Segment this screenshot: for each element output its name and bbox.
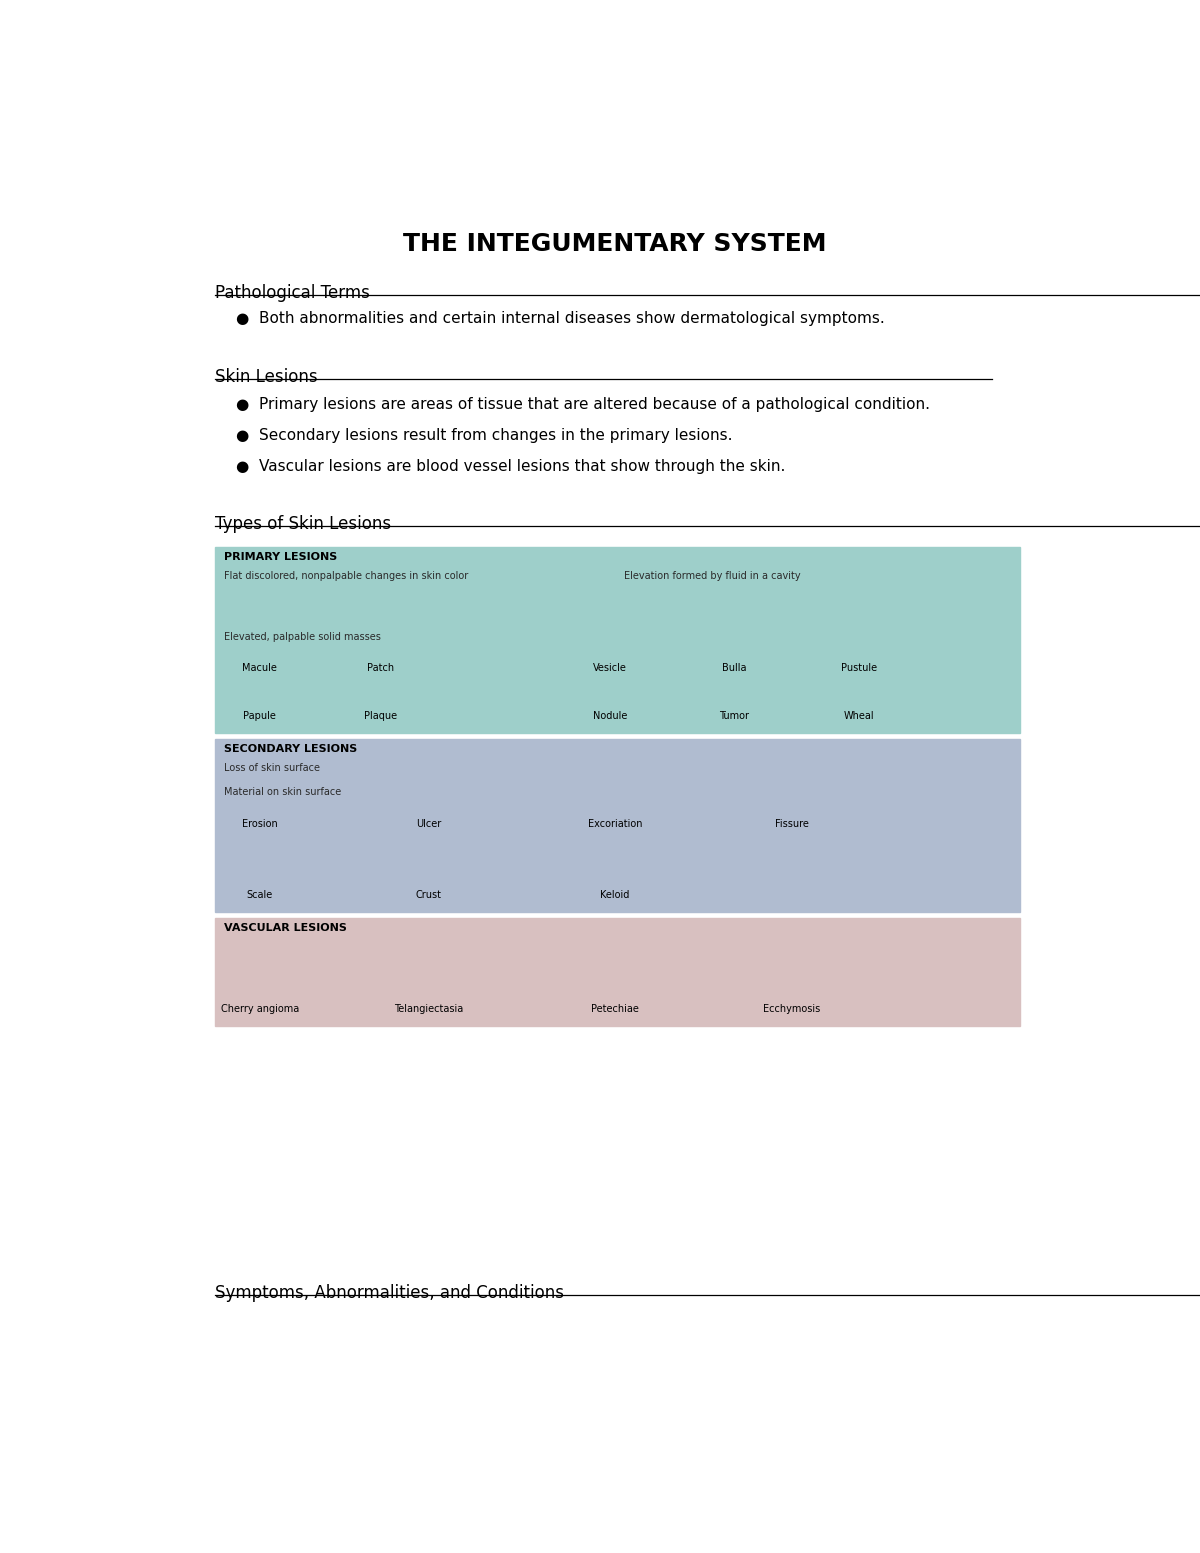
Text: SECONDARY LESIONS: SECONDARY LESIONS: [224, 744, 358, 753]
Text: Symptoms, Abnormalities, and Conditions: Symptoms, Abnormalities, and Conditions: [215, 1284, 564, 1301]
Text: Macule: Macule: [242, 663, 277, 674]
Text: Nodule: Nodule: [593, 711, 628, 721]
Text: ●  Both abnormalities and certain internal diseases show dermatological symptoms: ● Both abnormalities and certain interna…: [236, 311, 886, 326]
Text: PRIMARY LESIONS: PRIMARY LESIONS: [224, 553, 337, 562]
Text: Papule: Papule: [244, 711, 276, 721]
Text: Wheal: Wheal: [844, 711, 874, 721]
Text: Tumor: Tumor: [719, 711, 749, 721]
Text: Pustule: Pustule: [840, 663, 877, 674]
Text: Ecchymosis: Ecchymosis: [763, 1003, 821, 1014]
Text: Keloid: Keloid: [600, 890, 630, 901]
Text: Petechiae: Petechiae: [592, 1003, 638, 1014]
Text: THE INTEGUMENTARY SYSTEM: THE INTEGUMENTARY SYSTEM: [403, 231, 827, 256]
Text: Excoriation: Excoriation: [588, 818, 642, 829]
Text: ●  Secondary lesions result from changes in the primary lesions.: ● Secondary lesions result from changes …: [236, 429, 733, 443]
Text: Vesicle: Vesicle: [594, 663, 628, 674]
Text: ●  Vascular lesions are blood vessel lesions that show through the skin.: ● Vascular lesions are blood vessel lesi…: [236, 460, 786, 474]
Text: Types of Skin Lesions: Types of Skin Lesions: [215, 516, 391, 533]
Text: Cherry angioma: Cherry angioma: [221, 1003, 299, 1014]
Text: Crust: Crust: [416, 890, 442, 901]
Text: Telangiectasia: Telangiectasia: [395, 1003, 463, 1014]
Text: ●  Primary lesions are areas of tissue that are altered because of a pathologica: ● Primary lesions are areas of tissue th…: [236, 398, 930, 412]
Text: Elevation formed by fluid in a cavity: Elevation formed by fluid in a cavity: [624, 572, 800, 581]
Text: Skin Lesions: Skin Lesions: [215, 368, 318, 387]
FancyBboxPatch shape: [215, 739, 1020, 912]
Text: Bulla: Bulla: [721, 663, 746, 674]
Text: Elevated, palpable solid masses: Elevated, palpable solid masses: [224, 632, 382, 641]
Text: Flat discolored, nonpalpable changes in skin color: Flat discolored, nonpalpable changes in …: [224, 572, 469, 581]
Text: Loss of skin surface: Loss of skin surface: [224, 763, 320, 773]
Text: Plaque: Plaque: [364, 711, 397, 721]
Text: Fissure: Fissure: [775, 818, 809, 829]
Text: Erosion: Erosion: [242, 818, 277, 829]
FancyBboxPatch shape: [215, 548, 1020, 733]
Text: Material on skin surface: Material on skin surface: [224, 787, 342, 797]
Text: Patch: Patch: [367, 663, 395, 674]
Text: Pathological Terms: Pathological Terms: [215, 284, 370, 303]
FancyBboxPatch shape: [215, 918, 1020, 1027]
Text: VASCULAR LESIONS: VASCULAR LESIONS: [224, 922, 347, 933]
Text: Scale: Scale: [247, 890, 272, 901]
Text: Ulcer: Ulcer: [416, 818, 442, 829]
